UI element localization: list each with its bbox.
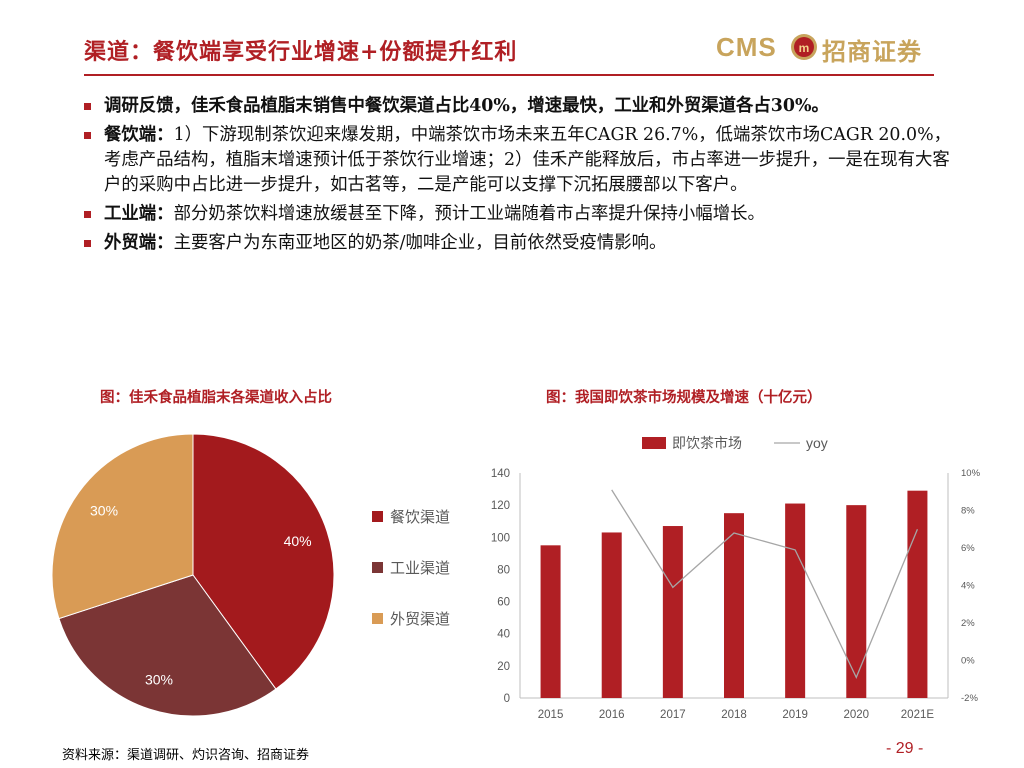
cms-logo: CMS m 招商证券: [710, 30, 940, 66]
legend-swatch-bar: [642, 437, 666, 449]
bullet-lead: 工业端：: [104, 204, 174, 224]
bullet-item: 调研反馈，佳禾食品植脂末销售中餐饮渠道占比40%，增速最快，工业和外贸渠道各占3…: [84, 94, 954, 119]
page-title: 渠道：餐饮端享受行业增速+份额提升红利: [84, 39, 518, 65]
pie-chart-title: 图：佳禾食品植脂末各渠道收入占比: [100, 389, 332, 406]
legend-label: 工业渠道: [390, 560, 450, 577]
pie-data-label: 30%: [145, 672, 173, 688]
x-tick-label: 2021E: [901, 709, 935, 721]
page-number: - 29 -: [886, 740, 924, 757]
y2-tick-label: 8%: [961, 506, 975, 517]
y-tick-label: 0: [504, 693, 510, 705]
bar: [846, 505, 867, 698]
bar: [601, 532, 622, 698]
bar: [662, 526, 683, 698]
bullet-text: 部分奶茶饮料增速放缓甚至下降，预计工业端随着市占率提升保持小幅增长。: [173, 204, 765, 224]
y-tick-label: 20: [497, 661, 510, 673]
svg-text:m: m: [799, 41, 810, 55]
legend-label-line: yoy: [806, 435, 828, 451]
y-tick-label: 40: [497, 629, 510, 641]
pie-slice: [58, 574, 277, 717]
legend-label: 外贸渠道: [390, 611, 450, 628]
bullet-text: 1）下游现制茶饮迎来爆发期，中端茶饮市场未来五年CAGR 26.7%，低端茶饮市…: [104, 125, 952, 195]
bar-chart-title: 图：我国即饮茶市场规模及增速（十亿元）: [546, 389, 822, 406]
y2-tick-label: 4%: [961, 581, 975, 592]
bullet-text: 主要客户为东南亚地区的奶茶/咖啡企业，目前依然受疫情影响。: [173, 233, 667, 253]
legend-swatch: [372, 511, 383, 522]
legend-label: 餐饮渠道: [390, 509, 450, 526]
y-tick-label: 60: [497, 597, 510, 609]
bullet-list: 调研反馈，佳禾食品植脂末销售中餐饮渠道占比40%，增速最快，工业和外贸渠道各占3…: [84, 94, 954, 260]
logo-text-en: CMS: [716, 32, 777, 62]
pie-data-label: 40%: [284, 533, 312, 549]
yoy-line: [611, 489, 919, 679]
bullet-item: 餐饮端：1）下游现制茶饮迎来爆发期，中端茶饮市场未来五年CAGR 26.7%，低…: [84, 123, 954, 198]
pie-slice: [192, 433, 335, 690]
pie-data-label: 30%: [90, 502, 118, 518]
bullet-square-icon: [84, 103, 91, 110]
x-tick-label: 2016: [599, 709, 625, 721]
bar: [785, 503, 806, 698]
y-tick-label: 140: [491, 468, 510, 480]
bar: [540, 545, 561, 698]
bullet-square-icon: [84, 211, 91, 218]
bullet-square-icon: [84, 240, 91, 247]
y2-tick-label: 2%: [961, 618, 975, 629]
legend-label-bar: 即饮茶市场: [672, 435, 742, 451]
y2-tick-label: -2%: [961, 693, 978, 704]
bar: [724, 513, 744, 698]
bullet-item: 工业端：部分奶茶饮料增速放缓甚至下降，预计工业端随着市占率提升保持小幅增长。: [84, 202, 954, 227]
legend-swatch: [372, 562, 383, 573]
y-tick-label: 120: [491, 500, 510, 512]
bullet-square-icon: [84, 132, 91, 139]
y2-tick-label: 0%: [961, 656, 975, 667]
header-divider: [84, 74, 934, 76]
bar-line-chart: 0 20 40 60 80 100 120 140 -2% 0% 2% 4% 6% 8% 10% 2015 20…: [491, 435, 981, 721]
bullet-lead: 餐饮端：: [104, 125, 174, 145]
x-tick-label: 2020: [843, 709, 869, 721]
y-tick-label: 80: [497, 564, 510, 576]
bullet-item: 外贸端：主要客户为东南亚地区的奶茶/咖啡企业，目前依然受疫情影响。: [84, 231, 954, 256]
pie-slice: [51, 433, 194, 620]
cms-emblem-icon: m: [791, 34, 817, 60]
legend-swatch: [372, 613, 383, 624]
x-tick-label: 2019: [782, 709, 808, 721]
y-tick-label: 100: [491, 532, 510, 544]
bar: [907, 490, 928, 698]
bullet-text-bold: 调研反馈，佳禾食品植脂末销售中餐饮渠道占比40%，增速最快，工业和外贸渠道各占3…: [104, 96, 829, 116]
x-tick-label: 2015: [538, 709, 564, 721]
logo-text-cn: 招商证券: [822, 37, 922, 66]
bullet-lead: 外贸端：: [104, 233, 174, 253]
y2-tick-label: 10%: [961, 468, 981, 479]
source-note: 资料来源：渠道调研、灼识咨询、招商证券: [62, 748, 310, 763]
x-tick-label: 2017: [660, 709, 686, 721]
y2-tick-label: 6%: [961, 543, 975, 554]
x-tick-label: 2018: [721, 709, 747, 721]
